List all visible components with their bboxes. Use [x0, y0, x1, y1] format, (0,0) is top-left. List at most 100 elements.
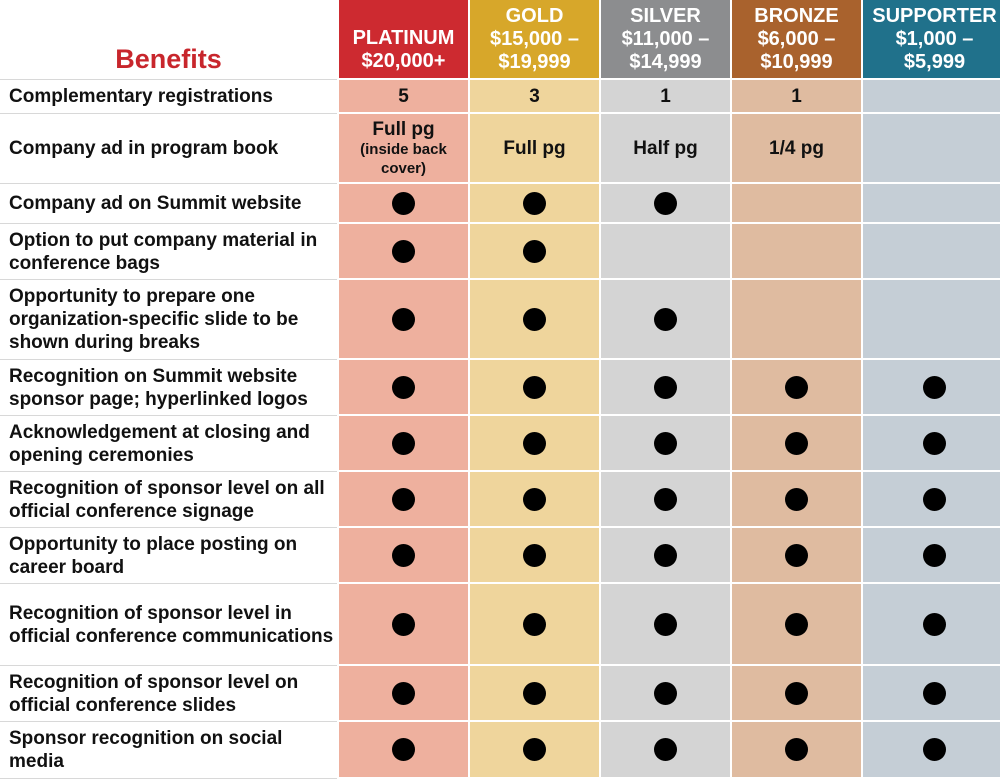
- cell-supporter: [863, 472, 1000, 528]
- cell-gold: [470, 360, 599, 416]
- included-dot-icon: [785, 612, 808, 636]
- tier-range-supporter-line1: $1,000 –: [895, 27, 974, 50]
- included-dot-icon: [392, 543, 415, 567]
- tier-range-supporter-line2: $5,999: [903, 50, 966, 73]
- tier-header-silver: SILVER $11,000 – $14,999: [601, 0, 730, 80]
- cell-silver: [601, 666, 730, 722]
- benefit-label: Recognition of sponsor level on official…: [0, 666, 337, 722]
- tier-header-gold: GOLD $15,000 – $19,999: [470, 0, 599, 80]
- cell-gold: [470, 184, 599, 224]
- cell-gold: [470, 472, 599, 528]
- cell-supporter: [863, 280, 1000, 360]
- included-dot-icon: [923, 612, 946, 636]
- cell-platinum: [339, 360, 468, 416]
- benefit-label: Option to put company material in confer…: [0, 224, 337, 280]
- benefit-label: Company ad in program book: [0, 114, 337, 184]
- cell-silver: [601, 528, 730, 584]
- value-bronze: 1/4 pg: [732, 114, 861, 184]
- tier-range-silver-line1: $11,000 –: [621, 27, 710, 50]
- included-dot-icon: [392, 239, 415, 263]
- included-dot-icon: [785, 487, 808, 511]
- tier-name-supporter: SUPPORTER: [872, 4, 997, 27]
- cell-gold: [470, 722, 599, 779]
- included-dot-icon: [654, 431, 677, 455]
- tier-name-bronze: BRONZE: [754, 4, 839, 27]
- cell-silver: [601, 416, 730, 472]
- cell-platinum: [339, 416, 468, 472]
- included-dot-icon: [654, 681, 677, 705]
- value-gold: Full pg: [470, 114, 599, 184]
- cell-supporter: [863, 584, 1000, 666]
- cell-supporter: [863, 666, 1000, 722]
- cell-platinum: [339, 722, 468, 779]
- tier-name-platinum: PLATINUM: [352, 27, 455, 49]
- included-dot-icon: [654, 738, 677, 761]
- tier-range-silver-line2: $14,999: [629, 50, 702, 73]
- cell-silver: [601, 184, 730, 224]
- value-supporter: [863, 80, 1000, 114]
- included-dot-icon: [523, 681, 546, 705]
- included-dot-icon: [654, 191, 677, 215]
- cell-supporter: [863, 224, 1000, 280]
- cell-bronze: [732, 528, 861, 584]
- cell-bronze: [732, 584, 861, 666]
- cell-gold: [470, 584, 599, 666]
- cell-gold: [470, 416, 599, 472]
- cell-supporter: [863, 528, 1000, 584]
- cell-bronze: [732, 666, 861, 722]
- value-bronze: 1: [732, 80, 861, 114]
- cell-gold: [470, 666, 599, 722]
- cell-platinum: [339, 184, 468, 224]
- cell-bronze: [732, 416, 861, 472]
- benefit-label: Recognition of sponsor level on all offi…: [0, 472, 337, 528]
- benefits-heading: Benefits: [0, 0, 337, 80]
- included-dot-icon: [785, 375, 808, 399]
- included-dot-icon: [923, 543, 946, 567]
- tier-name-silver: SILVER: [630, 4, 701, 27]
- value-gold: 3: [470, 80, 599, 114]
- included-dot-icon: [785, 543, 808, 567]
- included-dot-icon: [654, 307, 677, 331]
- benefit-label: Opportunity to prepare one organization-…: [0, 280, 337, 360]
- cell-supporter: [863, 416, 1000, 472]
- tier-range-platinum: $20,000+: [361, 50, 446, 72]
- value-platinum: 5: [339, 80, 468, 114]
- included-dot-icon: [654, 375, 677, 399]
- cell-silver: [601, 224, 730, 280]
- included-dot-icon: [785, 431, 808, 455]
- included-dot-icon: [923, 487, 946, 511]
- cell-supporter: [863, 360, 1000, 416]
- benefit-label: Company ad on Summit website: [0, 184, 337, 224]
- cell-bronze: [732, 722, 861, 779]
- included-dot-icon: [523, 375, 546, 399]
- included-dot-icon: [785, 681, 808, 705]
- cell-silver: [601, 722, 730, 779]
- cell-platinum: [339, 528, 468, 584]
- cell-bronze: [732, 472, 861, 528]
- tier-header-bronze: BRONZE $6,000 – $10,999: [732, 0, 861, 80]
- cell-gold: [470, 528, 599, 584]
- cell-platinum: [339, 584, 468, 666]
- tier-range-bronze-line2: $10,999: [760, 50, 833, 73]
- included-dot-icon: [392, 738, 415, 761]
- included-dot-icon: [654, 543, 677, 567]
- included-dot-icon: [392, 612, 415, 636]
- cell-silver: [601, 584, 730, 666]
- cell-supporter: [863, 184, 1000, 224]
- included-dot-icon: [923, 738, 946, 761]
- included-dot-icon: [392, 431, 415, 455]
- value-platinum-note: (inside back cover): [360, 140, 447, 177]
- included-dot-icon: [392, 307, 415, 331]
- benefit-label: Opportunity to place posting on career b…: [0, 528, 337, 584]
- included-dot-icon: [923, 431, 946, 455]
- included-dot-icon: [523, 191, 546, 215]
- value-supporter: [863, 114, 1000, 184]
- tier-range-bronze-line1: $6,000 –: [757, 27, 836, 50]
- cell-bronze: [732, 224, 861, 280]
- benefit-label: Sponsor recognition on social media: [0, 722, 337, 779]
- cell-gold: [470, 280, 599, 360]
- cell-gold: [470, 224, 599, 280]
- included-dot-icon: [923, 681, 946, 705]
- cell-silver: [601, 472, 730, 528]
